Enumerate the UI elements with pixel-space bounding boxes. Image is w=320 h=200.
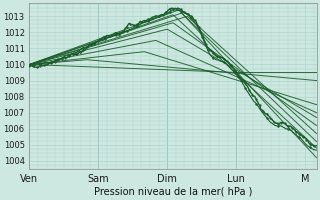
X-axis label: Pression niveau de la mer( hPa ): Pression niveau de la mer( hPa ) xyxy=(94,187,252,197)
